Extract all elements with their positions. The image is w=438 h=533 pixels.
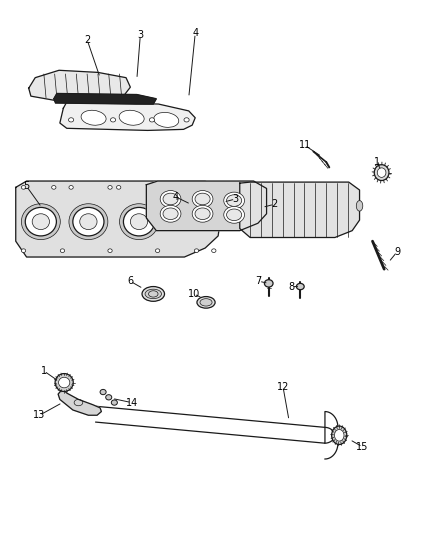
Ellipse shape [194, 249, 199, 253]
Polygon shape [54, 93, 156, 104]
Text: 1: 1 [374, 157, 380, 167]
Text: 2: 2 [84, 35, 90, 45]
Ellipse shape [106, 394, 112, 400]
Text: 4: 4 [173, 192, 179, 202]
Ellipse shape [21, 249, 26, 253]
Ellipse shape [374, 165, 389, 181]
Ellipse shape [142, 287, 165, 301]
Ellipse shape [224, 206, 244, 223]
Ellipse shape [173, 185, 177, 189]
Ellipse shape [297, 284, 304, 290]
Ellipse shape [212, 185, 216, 189]
Ellipse shape [145, 289, 162, 298]
Ellipse shape [224, 192, 244, 209]
Ellipse shape [194, 185, 199, 189]
Ellipse shape [226, 195, 242, 206]
Polygon shape [60, 102, 195, 131]
Text: 11: 11 [299, 140, 311, 150]
Ellipse shape [192, 191, 213, 207]
Ellipse shape [111, 400, 117, 405]
Ellipse shape [160, 205, 181, 222]
Ellipse shape [108, 185, 112, 189]
Text: 3: 3 [137, 30, 143, 41]
Text: 8: 8 [289, 281, 295, 292]
Ellipse shape [265, 280, 273, 287]
Ellipse shape [184, 118, 189, 122]
Ellipse shape [356, 200, 363, 211]
Ellipse shape [200, 298, 212, 306]
Text: 3: 3 [233, 194, 239, 204]
Polygon shape [146, 181, 267, 231]
Ellipse shape [124, 207, 155, 236]
Ellipse shape [69, 204, 108, 240]
Text: 7: 7 [256, 276, 262, 286]
Ellipse shape [154, 112, 179, 127]
Ellipse shape [117, 185, 121, 189]
Ellipse shape [149, 118, 155, 122]
Ellipse shape [21, 185, 26, 189]
Ellipse shape [335, 430, 344, 441]
Ellipse shape [68, 118, 74, 122]
Ellipse shape [110, 118, 116, 122]
Ellipse shape [80, 214, 97, 230]
Polygon shape [16, 181, 220, 257]
Ellipse shape [163, 208, 178, 220]
Ellipse shape [59, 377, 70, 388]
Ellipse shape [332, 426, 347, 445]
Polygon shape [58, 389, 101, 415]
Polygon shape [29, 70, 131, 102]
Ellipse shape [32, 214, 49, 230]
Ellipse shape [108, 249, 112, 253]
Text: 2: 2 [271, 199, 278, 209]
Ellipse shape [55, 374, 73, 392]
Text: 4: 4 [192, 28, 198, 38]
Ellipse shape [192, 205, 213, 222]
Ellipse shape [21, 204, 60, 240]
Text: 13: 13 [33, 410, 46, 420]
Polygon shape [96, 406, 338, 459]
Ellipse shape [212, 249, 216, 253]
Ellipse shape [155, 249, 160, 253]
Ellipse shape [119, 110, 144, 125]
Ellipse shape [155, 185, 160, 189]
Text: 5: 5 [24, 181, 30, 191]
Ellipse shape [226, 209, 242, 221]
Text: 1: 1 [41, 366, 47, 376]
Ellipse shape [81, 110, 106, 125]
Text: 9: 9 [394, 247, 400, 257]
Ellipse shape [131, 214, 148, 230]
Ellipse shape [120, 204, 159, 240]
Text: 15: 15 [357, 442, 369, 452]
Text: 12: 12 [277, 382, 289, 392]
Ellipse shape [69, 185, 73, 189]
Ellipse shape [195, 193, 210, 205]
Polygon shape [240, 182, 360, 238]
Ellipse shape [52, 185, 56, 189]
Text: 10: 10 [188, 289, 200, 299]
Text: 6: 6 [127, 276, 134, 286]
Ellipse shape [60, 249, 65, 253]
Ellipse shape [25, 207, 57, 236]
Text: 14: 14 [126, 398, 138, 408]
Ellipse shape [100, 390, 106, 394]
Ellipse shape [73, 207, 104, 236]
Ellipse shape [197, 296, 215, 308]
Ellipse shape [377, 168, 386, 177]
Ellipse shape [160, 191, 181, 207]
Ellipse shape [163, 193, 178, 205]
Ellipse shape [195, 208, 210, 220]
